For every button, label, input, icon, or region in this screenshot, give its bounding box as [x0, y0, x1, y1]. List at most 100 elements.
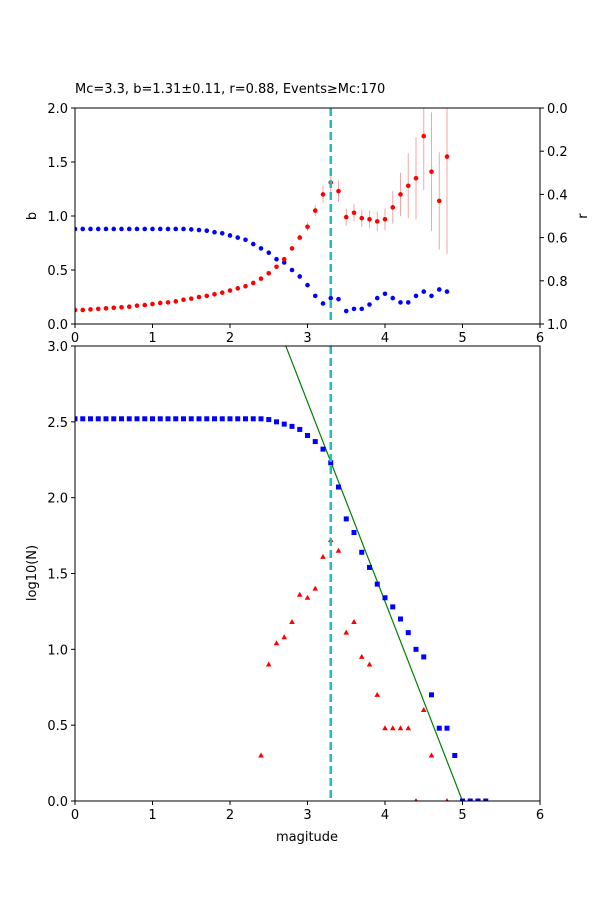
top-y-tick-label: 0.5: [47, 264, 68, 279]
cumulative-point: [103, 416, 109, 422]
top-x-tick-label: 4: [381, 331, 389, 346]
cumulative-point: [382, 595, 388, 601]
bottom-x-tick-label: 6: [536, 808, 544, 823]
b-point: [297, 235, 303, 240]
cumulative-point: [467, 798, 473, 801]
cumulative-point: [80, 416, 86, 422]
cumulative-point: [126, 416, 132, 422]
cumulative-point: [343, 516, 349, 522]
r-point: [204, 228, 210, 233]
b-point: [429, 169, 434, 175]
b-point: [274, 264, 279, 270]
b-point: [88, 307, 93, 312]
cumulative-point: [75, 416, 78, 422]
cumulative-point: [258, 416, 264, 422]
top-y-tick-label: 2.0: [47, 102, 68, 117]
noncumulative-point: [420, 707, 427, 712]
noncumulative-point: [397, 725, 404, 731]
bottom-panel: 0 1 2 3 4 5 6 0.0 0.5 1.0 1.5 2.0 2.5 3.0 magitude l…: [25, 340, 544, 845]
b-point: [173, 299, 179, 304]
top-x-tick-label: 3: [303, 331, 311, 346]
noncumulative-point: [351, 619, 357, 625]
b-point: [312, 208, 318, 213]
b-point: [150, 301, 155, 307]
b-point: [382, 216, 388, 222]
b-point: [134, 303, 140, 308]
cumulative-point: [142, 416, 148, 422]
r-point: [88, 226, 93, 232]
cumulative-point: [212, 416, 217, 422]
r-point: [429, 293, 434, 299]
cumulative-point: [328, 460, 334, 466]
b-point: [421, 133, 427, 139]
cumulative-point: [88, 416, 93, 422]
top-x-tick-label: 5: [458, 331, 466, 346]
top-x-tick-label: 1: [148, 331, 156, 346]
b-point: [405, 183, 411, 189]
cumulative-point: [320, 446, 326, 452]
r-point: [75, 226, 78, 232]
noncumulative-point: [273, 640, 280, 646]
bottom-y-tick-label: 3.0: [47, 340, 68, 355]
top-x-ticks: 0 1 2 3 4 5 6: [71, 324, 544, 346]
b-point: [289, 246, 295, 251]
b-point: [367, 216, 372, 222]
bottom-ylabel: log10(N): [25, 545, 40, 601]
top-y-tick-label: 1.5: [47, 156, 68, 171]
r-point: [289, 267, 295, 273]
cumulative-point: [243, 416, 248, 422]
noncumulative-point: [389, 725, 396, 731]
bottom-x-tick-label: 1: [148, 808, 156, 823]
cumulative-point: [413, 646, 419, 652]
cumulative-point: [429, 692, 434, 698]
r-point: [421, 289, 427, 294]
b-point: [196, 294, 202, 300]
noncumulative-point: [374, 691, 381, 697]
b-point: [320, 192, 326, 197]
b-point: [258, 276, 264, 281]
bottom-points: [75, 416, 489, 801]
cumulative-point: [181, 416, 186, 422]
cumulative-point: [336, 484, 341, 490]
cumulative-point: [250, 416, 256, 422]
bottom-y-tick-label: 0.0: [47, 795, 68, 810]
r-point: [212, 229, 217, 235]
cumulative-point: [460, 798, 465, 801]
b-point: [119, 304, 124, 310]
fit-line: [285, 346, 464, 801]
b-point: [436, 198, 442, 204]
noncumulative-point: [366, 661, 373, 667]
bottom-y-tick-label: 0.5: [47, 719, 68, 734]
top-y2-tick-label: 0.2: [547, 145, 568, 160]
cumulative-point: [281, 421, 287, 427]
top-panel: 0 1 2 3 4 5 6 0.0 0.5 1.0 1.5 2.0 0.0 0.2 0.4 0.6 0.8 1…: [25, 102, 591, 346]
r-point: [188, 227, 194, 232]
b-point: [142, 302, 148, 308]
b-point: [227, 288, 233, 293]
cumulative-point: [390, 604, 396, 610]
cumulative-point: [188, 416, 194, 422]
b-point: [398, 192, 403, 197]
cumulative-point: [119, 416, 124, 422]
top-ylabel: b: [25, 212, 40, 220]
r-point: [95, 226, 101, 232]
r-point: [173, 226, 179, 232]
r-point: [181, 226, 186, 232]
cumulative-point: [436, 725, 442, 731]
bottom-y-tick-label: 1.0: [47, 643, 68, 658]
r-point: [390, 295, 396, 301]
r-point: [382, 291, 388, 297]
bottom-x-tick-label: 5: [458, 808, 466, 823]
b-point: [374, 219, 380, 224]
cumulative-point: [196, 416, 202, 422]
r-point: [436, 287, 442, 292]
r-point: [165, 226, 171, 232]
b-point: [413, 175, 419, 181]
r-point: [336, 296, 341, 302]
r-point: [312, 293, 318, 299]
noncumulative-point: [289, 619, 295, 625]
top-y2-tick-label: 1.0: [547, 318, 568, 333]
r-point: [305, 282, 310, 288]
cumulative-point: [274, 419, 279, 425]
noncumulative-point: [312, 585, 319, 591]
